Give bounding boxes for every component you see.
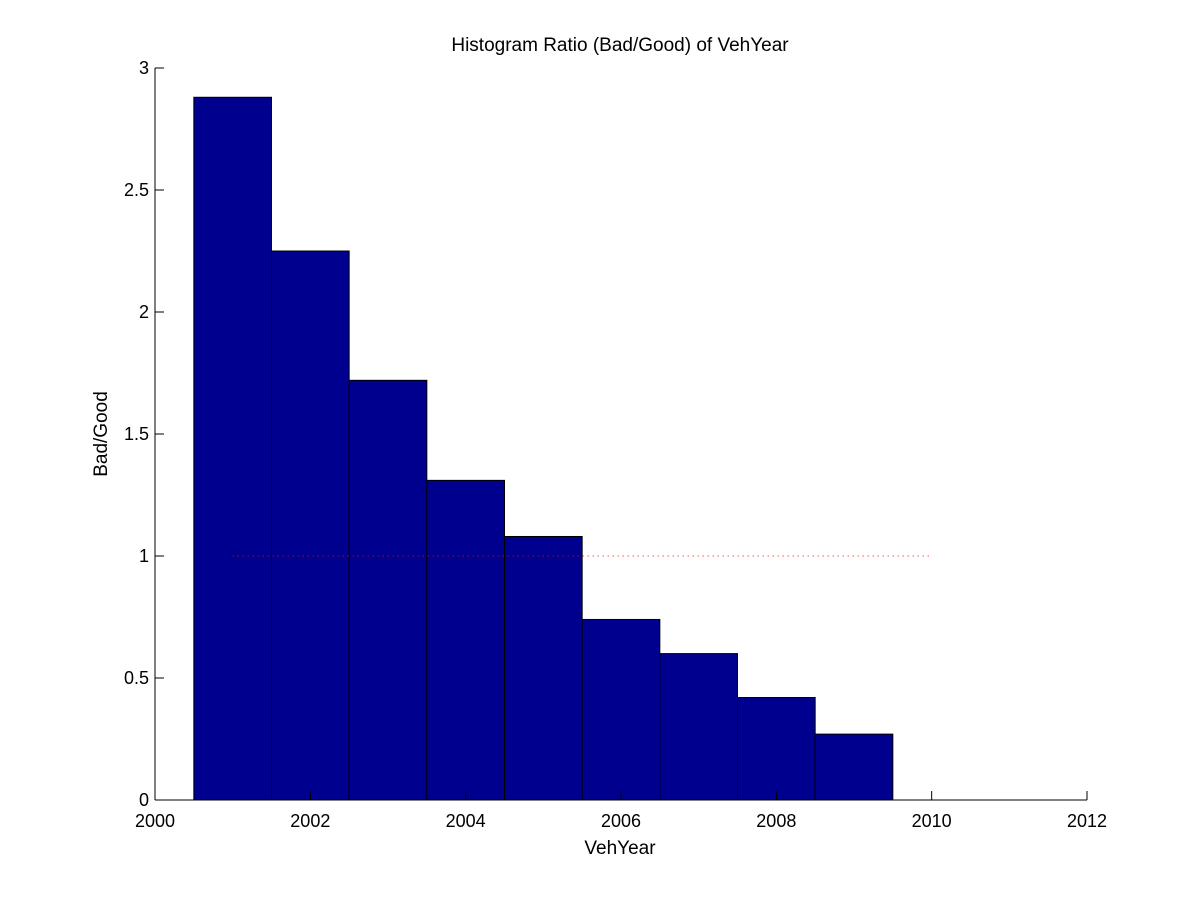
y-tick-label-1.5: 1.5 bbox=[124, 424, 149, 444]
y-tick-label-1: 1 bbox=[139, 546, 149, 566]
y-tick-label-2: 2 bbox=[139, 302, 149, 322]
bar-2007 bbox=[659, 653, 738, 801]
bar-2008 bbox=[737, 697, 816, 801]
y-tick-label-2.5: 2.5 bbox=[124, 180, 149, 200]
bar-2006 bbox=[581, 618, 661, 801]
x-tick-label-2012: 2012 bbox=[1067, 811, 1107, 831]
ticks-layer: 2000 2002 2004 2006 2008 2010 2012 0 0.5 1 1.5 2 2.5… bbox=[124, 58, 1107, 831]
x-axis-label: VehYear bbox=[584, 838, 656, 859]
bar-2009 bbox=[814, 733, 894, 801]
x-tick-label-2008: 2008 bbox=[756, 811, 796, 831]
bar-2005 bbox=[504, 535, 583, 801]
x-tick-label-2002: 2002 bbox=[290, 811, 330, 831]
bar-2003 bbox=[348, 379, 428, 801]
x-tick-label-2006: 2006 bbox=[601, 811, 641, 831]
y-axis-label: Bad/Good bbox=[91, 391, 112, 477]
bar-2002 bbox=[271, 250, 350, 801]
x-tick-label-2004: 2004 bbox=[446, 811, 486, 831]
bars-layer bbox=[193, 96, 894, 801]
bar-2001 bbox=[193, 96, 272, 801]
x-tick-label-2010: 2010 bbox=[912, 811, 952, 831]
y-tick-label-0.5: 0.5 bbox=[124, 668, 149, 688]
bar-2004 bbox=[426, 479, 506, 801]
y-tick-label-0: 0 bbox=[139, 790, 149, 810]
y-tick-label-3: 3 bbox=[139, 58, 149, 78]
x-tick-label-2000: 2000 bbox=[135, 811, 175, 831]
chart-title: Histogram Ratio (Bad/Good) of VehYear bbox=[451, 35, 789, 56]
